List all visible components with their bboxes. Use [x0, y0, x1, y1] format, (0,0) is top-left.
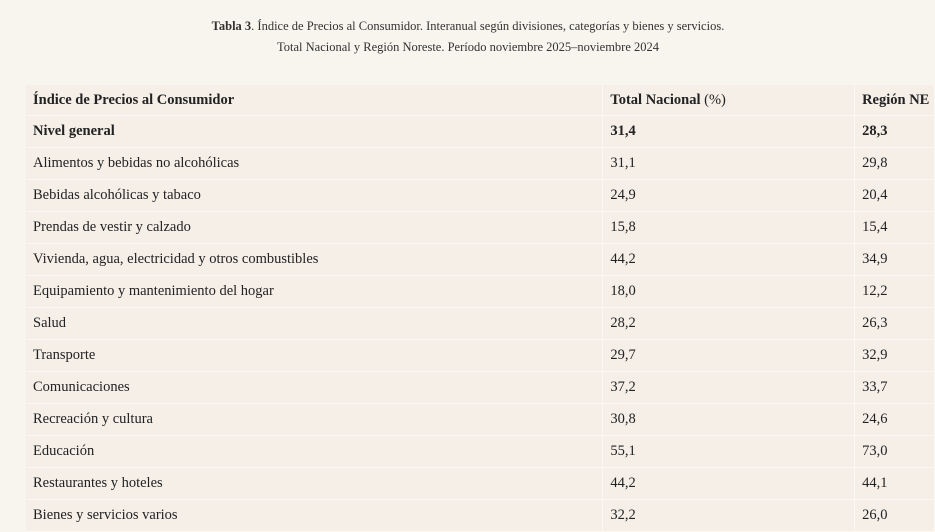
cell-region-noreste: 33,7 — [854, 371, 935, 404]
row-label: Alimentos y bebidas no alcohólicas — [26, 147, 604, 180]
cell-region-noreste: 29,8 — [854, 147, 935, 180]
table-row: Bienes y servicios varios 32,2 26,0 — [26, 499, 935, 532]
cell-total-nacional: 15,8 — [602, 211, 856, 244]
ipc-table: Índice de Precios al Consumidor Total Na… — [26, 85, 935, 532]
row-label: Equipamiento y mantenimiento del hogar — [26, 275, 604, 308]
table-row: Alimentos y bebidas no alcohólicas 31,1 29… — [26, 147, 935, 180]
table-row: Recreación y cultura 30,8 24,6 — [26, 403, 935, 436]
header-unit: (%) — [704, 91, 726, 108]
cell-region-noreste: 34,9 — [854, 243, 935, 276]
cell-region-noreste: 20,4 — [854, 179, 935, 212]
row-label: Recreación y cultura — [26, 403, 604, 436]
table-caption: Tabla 3. Índice de Precios al Consumidor… — [88, 16, 848, 58]
cell-region-noreste: 15,4 — [854, 211, 935, 244]
cell-total-nacional: 30,8 — [602, 403, 856, 436]
header-indice: Índice de Precios al Consumidor — [26, 85, 604, 116]
row-label: Educación — [26, 435, 604, 468]
table-row: Prendas de vestir y calzado 15,8 15,4 — [26, 211, 935, 244]
table-row: Equipamiento y mantenimiento del hogar 18… — [26, 275, 935, 308]
cell-total-nacional: 32,2 — [602, 499, 856, 532]
cell-region-noreste: 28,3 — [854, 115, 935, 148]
cell-region-noreste: 73,0 — [854, 435, 935, 468]
cell-total-nacional: 29,7 — [602, 339, 856, 372]
cell-total-nacional: 24,9 — [602, 179, 856, 212]
cell-region-noreste: 26,3 — [854, 307, 935, 340]
row-label: Prendas de vestir y calzado — [26, 211, 604, 244]
cell-total-nacional: 55,1 — [602, 435, 856, 468]
table-row: Educación 55,1 73,0 — [26, 435, 935, 468]
table-row: Vivienda, agua, electricidad y otros com… — [26, 243, 935, 276]
table-row: Bebidas alcohólicas y tabaco 24,9 20,4 — [26, 179, 935, 212]
cell-region-noreste: 24,6 — [854, 403, 935, 436]
caption-label: Tabla 3 — [211, 19, 252, 33]
row-label: Nivel general — [26, 115, 604, 148]
caption-line-1: Tabla 3. Índice de Precios al Consumidor… — [88, 16, 848, 37]
header-total-nacional: Total Nacional (%) — [602, 85, 856, 116]
cell-total-nacional: 31,1 — [602, 147, 856, 180]
row-label: Bebidas alcohólicas y tabaco — [26, 179, 604, 212]
table-row: Transporte 29,7 32,9 — [26, 339, 935, 372]
cell-total-nacional: 18,0 — [602, 275, 856, 308]
row-label: Bienes y servicios varios — [26, 499, 604, 532]
row-label: Restaurantes y hoteles — [26, 467, 604, 500]
cell-total-nacional: 44,2 — [602, 467, 856, 500]
row-label: Comunicaciones — [26, 371, 604, 404]
row-label: Salud — [26, 307, 604, 340]
table-row: Restaurantes y hoteles 44,2 44,1 — [26, 467, 935, 500]
cell-total-nacional: 44,2 — [602, 243, 856, 276]
caption-line-2: Total Nacional y Región Noreste. Período… — [276, 40, 660, 54]
cell-total-nacional: 37,2 — [602, 371, 856, 404]
cell-total-nacional: 31,4 — [602, 115, 856, 148]
cell-region-noreste: 12,2 — [854, 275, 935, 308]
table-row: Salud 28,2 26,3 — [26, 307, 935, 340]
table-row: Comunicaciones 37,2 33,7 — [26, 371, 935, 404]
row-label: Transporte — [26, 339, 604, 372]
cell-total-nacional: 28,2 — [602, 307, 856, 340]
header-region-noreste: Región NE — [854, 85, 935, 116]
cell-region-noreste: 44,1 — [854, 467, 935, 500]
cell-region-noreste: 32,9 — [854, 339, 935, 372]
caption-title: . Índice de Precios al Consumidor. Inter… — [251, 19, 725, 33]
cell-region-noreste: 26,0 — [854, 499, 935, 532]
table-row-nivel-general: Nivel general 31,4 28,3 — [26, 115, 935, 148]
row-label: Vivienda, agua, electricidad y otros com… — [26, 243, 604, 276]
table-header-row: Índice de Precios al Consumidor Total Na… — [26, 85, 935, 116]
